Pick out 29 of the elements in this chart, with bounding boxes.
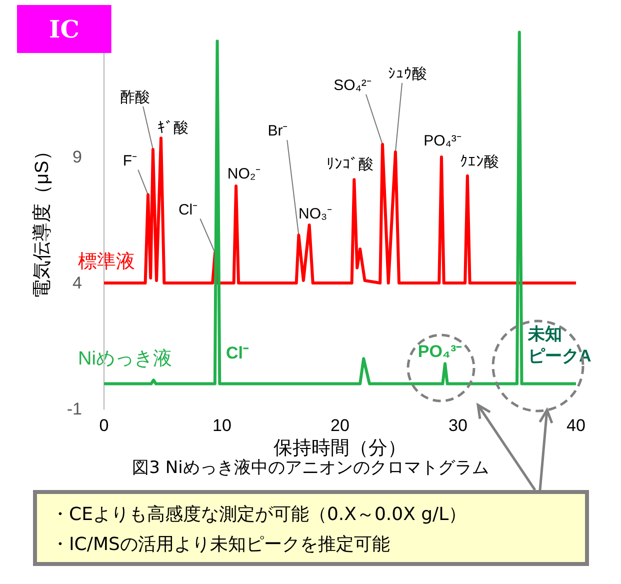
y-tick-label: 9 bbox=[72, 148, 82, 166]
text: ・IC/MSの活用より未知ピークを推定可能 bbox=[51, 533, 391, 557]
x-tick-label: 40 bbox=[566, 416, 586, 435]
annotation: PO₄³⁻ bbox=[418, 342, 462, 362]
x-tick-label: 20 bbox=[330, 416, 350, 435]
text: ・CEよりも高感度な測定が可能（0.X～0.0X g/L） bbox=[51, 503, 468, 527]
annotation: ｸｴﾝ酸 bbox=[460, 153, 499, 170]
annotation: ﾘﾝｺﾞ酸 bbox=[326, 156, 374, 174]
annotation: SO₄²⁻ bbox=[334, 76, 372, 94]
y-tick-label: -1 bbox=[66, 400, 82, 418]
annotation: Br⁻ bbox=[268, 122, 288, 140]
y-axis-title: 電気伝導度（μS） bbox=[31, 142, 53, 298]
x-tick-label: 0 bbox=[99, 416, 109, 435]
annotation: 酢酸 bbox=[120, 88, 150, 106]
annotation: F⁻ bbox=[122, 152, 138, 170]
annotation: NO₂⁻ bbox=[227, 165, 261, 182]
annotation: Cl⁻ bbox=[178, 201, 198, 218]
x-tick-label: 30 bbox=[448, 416, 468, 435]
x-axis-title: 保持時間（分） bbox=[274, 438, 406, 459]
y-tick-label: 4 bbox=[72, 274, 82, 292]
annotation: Cl⁻ bbox=[226, 344, 249, 362]
x-tick-label: 10 bbox=[212, 416, 232, 435]
annotation: NO₃⁻ bbox=[298, 206, 332, 223]
annotation: ｼｭｳ酸 bbox=[388, 65, 427, 82]
series-label: 標準液 bbox=[78, 250, 135, 272]
annotation: ｷﾞ酸 bbox=[157, 120, 188, 137]
chart-title: IC bbox=[49, 14, 80, 44]
annotation: PO₄³⁻ bbox=[424, 132, 462, 150]
caption: 図3 Niめっき液中のアニオンのクロマトグラム bbox=[131, 458, 490, 479]
